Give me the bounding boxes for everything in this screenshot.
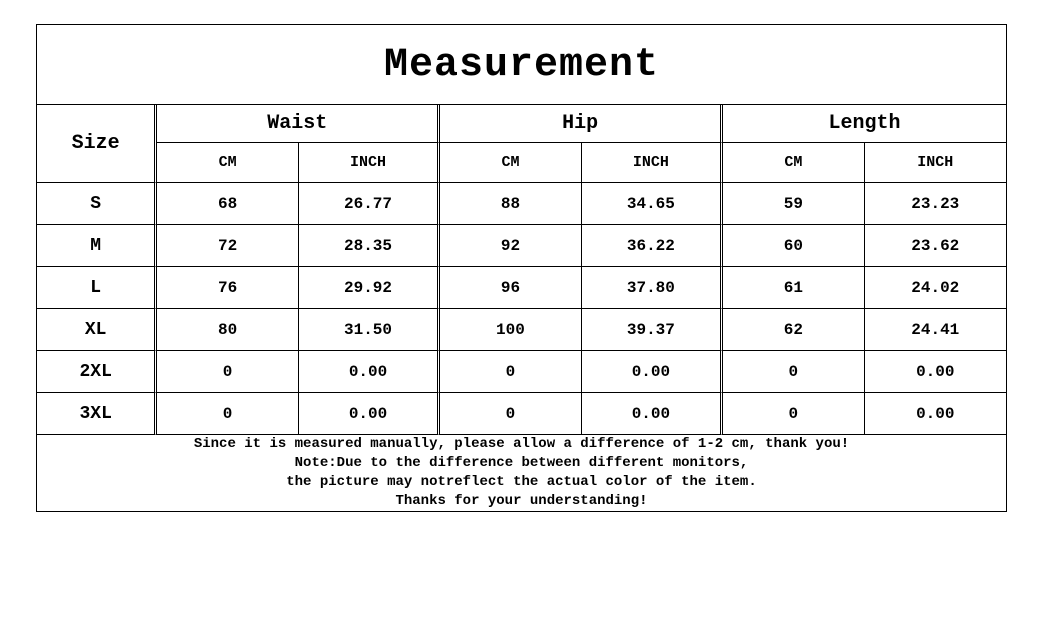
table-row: XL 80 31.50 100 39.37 62 24.41 (37, 309, 1006, 351)
note-line: the picture may notreflect the actual co… (37, 473, 1006, 492)
cell-value: 68 (157, 183, 298, 225)
cell-size: L (37, 267, 157, 309)
table-row: M 72 28.35 92 36.22 60 23.62 (37, 225, 1006, 267)
subheader-length-cm: CM (723, 143, 864, 183)
cell-value: 0.00 (865, 393, 1006, 435)
subheader-length-inch: INCH (865, 143, 1006, 183)
cell-value: 80 (157, 309, 298, 351)
table-row: S 68 26.77 88 34.65 59 23.23 (37, 183, 1006, 225)
subheader-hip-cm: CM (440, 143, 581, 183)
subheader-waist-inch: INCH (299, 143, 440, 183)
cell-value: 37.80 (582, 267, 723, 309)
table-row: L 76 29.92 96 37.80 61 24.02 (37, 267, 1006, 309)
cell-value: 96 (440, 267, 581, 309)
column-header-length: Length (723, 105, 1006, 143)
cell-value: 59 (723, 183, 864, 225)
cell-value: 31.50 (299, 309, 440, 351)
cell-value: 100 (440, 309, 581, 351)
note-line: Since it is measured manually, please al… (37, 435, 1006, 454)
note-line: Note:Due to the difference between diffe… (37, 454, 1006, 473)
subheader-hip-inch: INCH (582, 143, 723, 183)
cell-value: 72 (157, 225, 298, 267)
cell-value: 0 (723, 351, 864, 393)
cell-value: 92 (440, 225, 581, 267)
cell-value: 76 (157, 267, 298, 309)
cell-value: 36.22 (582, 225, 723, 267)
cell-value: 34.65 (582, 183, 723, 225)
cell-size: M (37, 225, 157, 267)
table-body: S 68 26.77 88 34.65 59 23.23 M 72 28.35 … (37, 183, 1006, 511)
cell-size: 2XL (37, 351, 157, 393)
cell-value: 0.00 (299, 351, 440, 393)
column-header-size: Size (37, 105, 157, 183)
measurement-table: Size Waist Hip Length CM INCH CM INCH CM… (37, 105, 1006, 511)
cell-value: 61 (723, 267, 864, 309)
cell-value: 0 (723, 393, 864, 435)
cell-value: 62 (723, 309, 864, 351)
cell-size: XL (37, 309, 157, 351)
cell-value: 24.41 (865, 309, 1006, 351)
column-header-hip: Hip (440, 105, 723, 143)
cell-value: 28.35 (299, 225, 440, 267)
column-header-waist: Waist (157, 105, 440, 143)
cell-size: 3XL (37, 393, 157, 435)
cell-value: 0.00 (299, 393, 440, 435)
cell-value: 0 (157, 351, 298, 393)
chart-title: Measurement (37, 25, 1006, 105)
subheader-waist-cm: CM (157, 143, 298, 183)
note-line: Thanks for your understanding! (37, 492, 1006, 511)
cell-value: 0.00 (582, 393, 723, 435)
cell-value: 0 (440, 393, 581, 435)
cell-value: 29.92 (299, 267, 440, 309)
measurement-chart: Measurement Size Waist Hip Length CM INC… (36, 24, 1007, 512)
table-row: 2XL 0 0.00 0 0.00 0 0.00 (37, 351, 1006, 393)
table-row: 3XL 0 0.00 0 0.00 0 0.00 (37, 393, 1006, 435)
cell-value: 0.00 (865, 351, 1006, 393)
cell-value: 23.62 (865, 225, 1006, 267)
cell-size: S (37, 183, 157, 225)
cell-value: 60 (723, 225, 864, 267)
cell-value: 39.37 (582, 309, 723, 351)
cell-value: 26.77 (299, 183, 440, 225)
cell-value: 0.00 (582, 351, 723, 393)
cell-value: 24.02 (865, 267, 1006, 309)
measurement-note: Since it is measured manually, please al… (37, 435, 1006, 511)
cell-value: 88 (440, 183, 581, 225)
cell-value: 0 (440, 351, 581, 393)
cell-value: 23.23 (865, 183, 1006, 225)
cell-value: 0 (157, 393, 298, 435)
